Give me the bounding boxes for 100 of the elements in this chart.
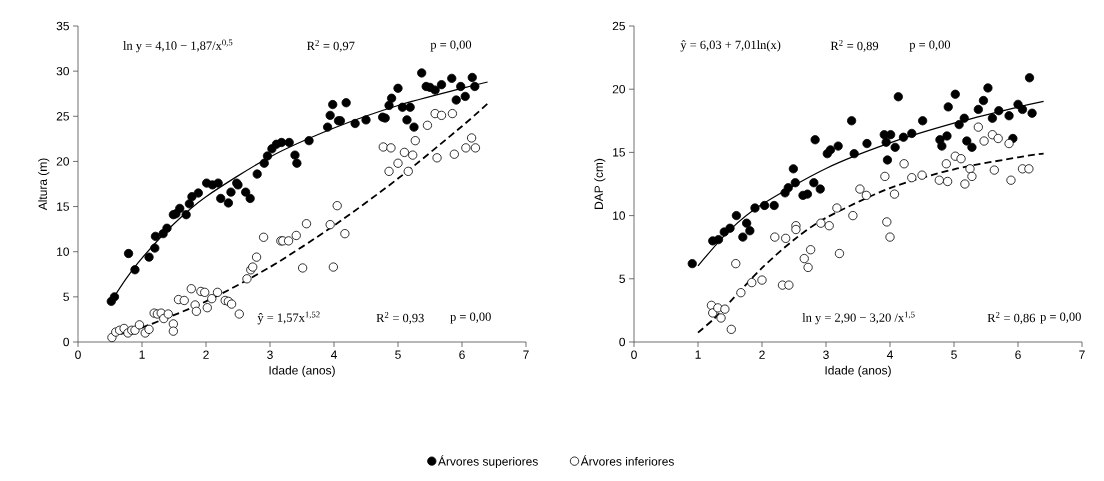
annotation: p = 0,00 <box>1040 312 1081 324</box>
annotation: p = 0,00 <box>430 40 472 52</box>
point <box>833 141 843 151</box>
point <box>847 116 857 126</box>
x-tick-label: 6 <box>1015 350 1021 359</box>
point <box>886 130 896 140</box>
point <box>738 232 748 242</box>
point <box>960 179 970 189</box>
x-axis-title: Idade (anos) <box>269 365 335 377</box>
point <box>994 106 1004 116</box>
point <box>889 189 900 199</box>
point <box>899 159 909 169</box>
point <box>978 95 989 106</box>
point <box>736 288 746 298</box>
point <box>890 142 900 152</box>
point <box>943 176 953 187</box>
point <box>716 313 726 323</box>
annotation: R$^{2}$ = 0,89 <box>830 39 879 52</box>
point <box>757 275 767 285</box>
point <box>1006 175 1016 185</box>
point <box>747 277 757 288</box>
x-axis-title: Idade (anos) <box>825 365 891 377</box>
point <box>979 136 989 146</box>
point <box>770 232 780 242</box>
x-tick-label: 1 <box>139 350 145 359</box>
point <box>1024 73 1035 83</box>
point <box>862 138 872 149</box>
y-tick-label: 20 <box>56 157 70 166</box>
y-tick-label: 20 <box>612 84 626 94</box>
point <box>816 218 826 228</box>
point <box>907 173 917 183</box>
point <box>725 223 735 233</box>
point <box>726 324 736 334</box>
point <box>790 178 800 188</box>
y-tick-label: 10 <box>613 211 626 220</box>
point <box>750 203 760 213</box>
y-tick-label: 25 <box>612 21 625 31</box>
y-tick-label: 25 <box>56 112 69 121</box>
point <box>967 142 977 152</box>
point <box>815 184 825 194</box>
x-tick-label: 5 <box>951 350 957 359</box>
x-tick-label: 0 <box>75 350 81 359</box>
point <box>769 200 779 211</box>
point <box>687 259 697 269</box>
annotation: ln y = 4,10 − 1,87/x$^{0,5}$ <box>123 39 233 53</box>
point <box>731 259 741 269</box>
annotation: R$^{2}$ = 0,97 <box>307 39 355 52</box>
x-tick-label: 3 <box>267 350 273 359</box>
point <box>950 89 960 99</box>
annotation: ln y = 2,90 − 3,20 /x$^{1,5}$ <box>802 311 915 325</box>
point <box>993 133 1003 144</box>
point <box>983 83 993 93</box>
x-tick-label: 5 <box>395 350 401 359</box>
point <box>956 154 966 164</box>
point <box>784 280 794 290</box>
x-tick-label: 7 <box>523 350 529 359</box>
x-tick-label: 0 <box>631 350 637 359</box>
point <box>885 232 895 242</box>
point <box>788 164 798 174</box>
x-tick-label: 6 <box>459 350 465 359</box>
point <box>720 304 730 314</box>
point <box>731 211 742 221</box>
annotation: ŷ = 6,03 + 7,01ln(x) <box>680 40 781 52</box>
point <box>934 175 944 185</box>
point <box>989 165 999 175</box>
annotation: p = 0,00 <box>909 40 951 52</box>
point <box>962 136 972 146</box>
point <box>832 203 842 213</box>
point <box>745 226 755 236</box>
point <box>802 189 813 199</box>
point <box>917 170 927 180</box>
point <box>965 164 975 174</box>
y-tick-label: 0 <box>619 337 626 347</box>
point <box>954 119 964 130</box>
y-tick-label: 30 <box>56 66 70 76</box>
x-tick-label: 2 <box>203 350 209 359</box>
point <box>942 131 952 141</box>
point <box>987 113 998 123</box>
point <box>1004 111 1014 121</box>
point <box>806 245 816 255</box>
y-tick-label: 10 <box>57 247 70 256</box>
point <box>882 155 893 165</box>
x-tick-label: 2 <box>759 350 765 359</box>
annotation: R$^{2}$ = 0,93 <box>376 311 424 324</box>
point <box>880 171 890 182</box>
point <box>834 248 845 259</box>
point <box>824 221 834 231</box>
annotation: ŷ = 1,57x$^{1,52}$ <box>257 311 320 325</box>
point <box>708 308 718 318</box>
point <box>898 132 909 142</box>
point <box>1024 164 1034 174</box>
point <box>959 113 969 123</box>
y-tick-label: 5 <box>619 274 625 283</box>
legend-label: Árvores inferiores <box>580 455 674 466</box>
line-series <box>697 152 1045 334</box>
point <box>881 137 891 147</box>
point <box>849 149 859 159</box>
legend-label: Árvores superiores <box>438 455 538 469</box>
point <box>1027 108 1037 118</box>
point <box>742 218 752 228</box>
